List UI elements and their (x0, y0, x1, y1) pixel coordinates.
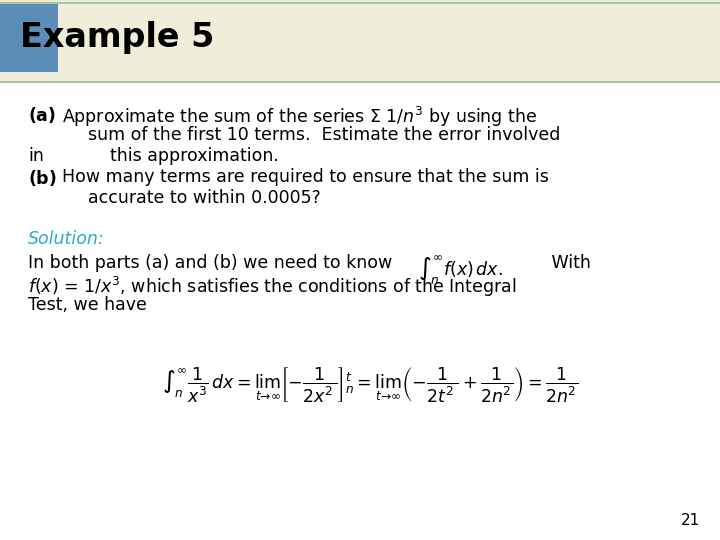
Text: With: With (546, 254, 591, 272)
Text: $\mathbf{(a)}$: $\mathbf{(a)}$ (28, 105, 56, 125)
Text: Solution:: Solution: (28, 230, 104, 248)
Text: this approximation.: this approximation. (110, 147, 279, 165)
Text: $\int_{n}^{\infty} f(x)\,dx.$: $\int_{n}^{\infty} f(x)\,dx.$ (418, 254, 503, 287)
Text: in: in (28, 147, 44, 165)
Text: accurate to within 0.0005?: accurate to within 0.0005? (88, 189, 320, 207)
FancyBboxPatch shape (0, 0, 720, 82)
FancyBboxPatch shape (0, 4, 58, 72)
Text: 21: 21 (680, 513, 700, 528)
Text: $\int_{n}^{\infty} \dfrac{1}{x^3}\,dx = \lim_{t \to \infty} \left[ -\dfrac{1}{2x: $\int_{n}^{\infty} \dfrac{1}{x^3}\,dx = … (162, 366, 578, 404)
Text: $f(x)$ = 1/$x^3$, which satisfies the conditions of the Integral: $f(x)$ = 1/$x^3$, which satisfies the co… (28, 275, 516, 299)
Text: Example 5: Example 5 (20, 22, 215, 55)
Text: $\mathbf{(b)}$: $\mathbf{(b)}$ (28, 168, 57, 188)
Text: Test, we have: Test, we have (28, 296, 147, 314)
Text: sum of the first 10 terms.  Estimate the error involved: sum of the first 10 terms. Estimate the … (88, 126, 560, 144)
Text: How many terms are required to ensure that the sum is: How many terms are required to ensure th… (62, 168, 549, 186)
Text: In both parts (a) and (b) we need to know: In both parts (a) and (b) we need to kno… (28, 254, 392, 272)
Text: Approximate the sum of the series $\Sigma$ 1/$n^3$ by using the: Approximate the sum of the series $\Sigm… (62, 105, 537, 129)
